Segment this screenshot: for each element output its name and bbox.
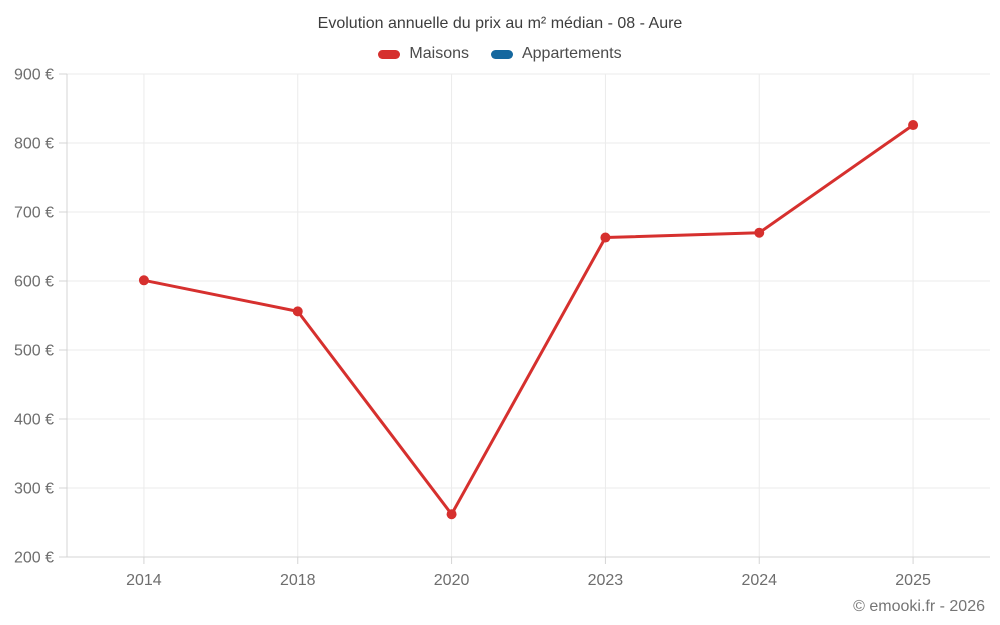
y-axis-label: 900 € [14, 67, 54, 84]
chart-title: Evolution annuelle du prix au m² médian … [317, 15, 683, 32]
x-axis-label: 2025 [895, 572, 931, 589]
chart-legend: Maisons Appartements [0, 45, 1000, 63]
x-axis-label: 2018 [280, 572, 316, 589]
series-line-maisons [142, 123, 915, 516]
data-point-maisons [138, 275, 149, 286]
copyright-text: © emooki.fr - 2026 [853, 598, 985, 615]
x-axis-label: 2024 [741, 572, 777, 589]
y-axis-label: 500 € [14, 343, 54, 360]
legend-label-appartements: Appartements [521, 45, 622, 62]
x-axis-label: 2020 [434, 572, 470, 589]
y-axis-label: 800 € [14, 136, 54, 153]
legend-label-maisons: Maisons [409, 45, 469, 62]
legend-item-appartements[interactable]: Appartements [490, 45, 622, 63]
data-point-maisons [908, 120, 919, 131]
x-axis-label: 2014 [126, 572, 162, 589]
legend-swatch-appartements [490, 49, 513, 59]
data-point-maisons [446, 509, 457, 520]
y-axis-label: 600 € [14, 274, 54, 291]
y-axis-label: 700 € [14, 205, 54, 222]
legend-swatch-maisons [378, 49, 401, 59]
y-axis-label: 400 € [14, 412, 54, 429]
y-axis-label: 300 € [14, 481, 54, 498]
y-axis-label: 200 € [14, 550, 54, 567]
data-point-maisons [600, 232, 611, 243]
x-axis-label: 2023 [588, 572, 624, 589]
data-point-maisons [754, 227, 765, 238]
legend-item-maisons[interactable]: Maisons [378, 45, 469, 63]
data-point-maisons [292, 306, 303, 317]
